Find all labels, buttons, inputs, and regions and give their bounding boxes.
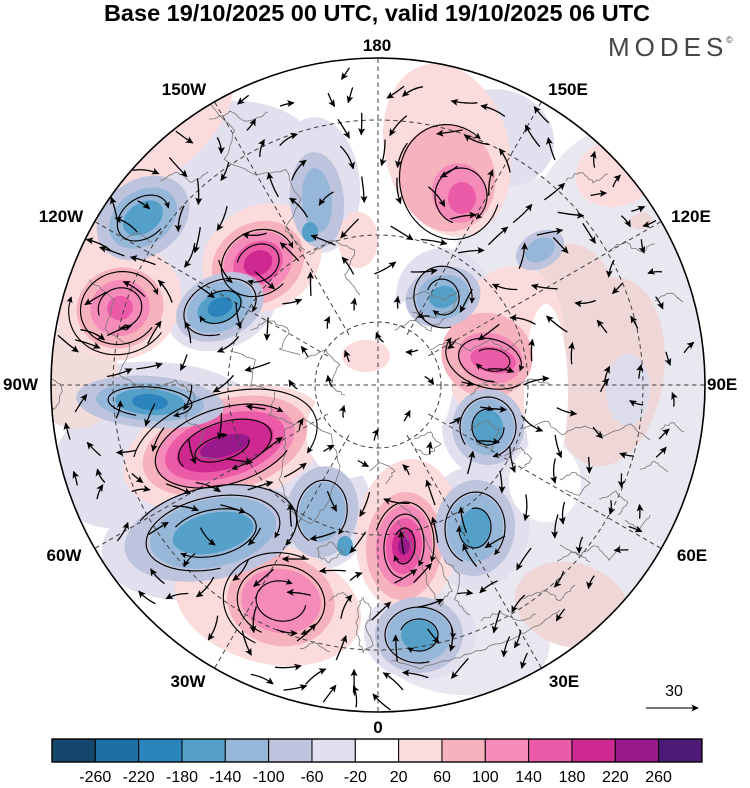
svg-text:220: 220 bbox=[602, 769, 629, 783]
svg-text:150W: 150W bbox=[162, 80, 207, 99]
svg-text:60E: 60E bbox=[677, 546, 707, 565]
svg-text:-20: -20 bbox=[344, 769, 367, 783]
svg-text:-180: -180 bbox=[166, 769, 198, 783]
svg-text:-60: -60 bbox=[300, 769, 323, 783]
svg-text:180: 180 bbox=[363, 36, 391, 55]
svg-text:90W: 90W bbox=[3, 375, 39, 394]
svg-text:-260: -260 bbox=[79, 769, 111, 783]
svg-text:30: 30 bbox=[665, 683, 683, 700]
svg-text:100: 100 bbox=[472, 769, 499, 783]
svg-text:30W: 30W bbox=[171, 672, 207, 691]
svg-text:MODES: MODES bbox=[608, 32, 728, 62]
svg-text:120E: 120E bbox=[671, 207, 711, 226]
svg-text:60W: 60W bbox=[47, 546, 83, 565]
svg-text:150E: 150E bbox=[548, 80, 588, 99]
svg-text:20: 20 bbox=[390, 769, 408, 783]
svg-text:©: © bbox=[726, 35, 733, 45]
svg-text:-100: -100 bbox=[253, 769, 285, 783]
svg-text:90E: 90E bbox=[707, 375, 737, 394]
svg-text:120W: 120W bbox=[39, 207, 84, 226]
svg-text:260: 260 bbox=[645, 769, 672, 783]
svg-text:-140: -140 bbox=[209, 769, 241, 783]
svg-text:Base 19/10/2025 00 UTC, valid: Base 19/10/2025 00 UTC, valid 19/10/2025… bbox=[104, 0, 650, 26]
svg-text:30E: 30E bbox=[549, 672, 579, 691]
svg-text:-220: -220 bbox=[123, 769, 155, 783]
svg-text:60: 60 bbox=[433, 769, 451, 783]
svg-text:0: 0 bbox=[373, 718, 382, 737]
svg-text:140: 140 bbox=[515, 769, 542, 783]
svg-text:180: 180 bbox=[559, 769, 586, 783]
